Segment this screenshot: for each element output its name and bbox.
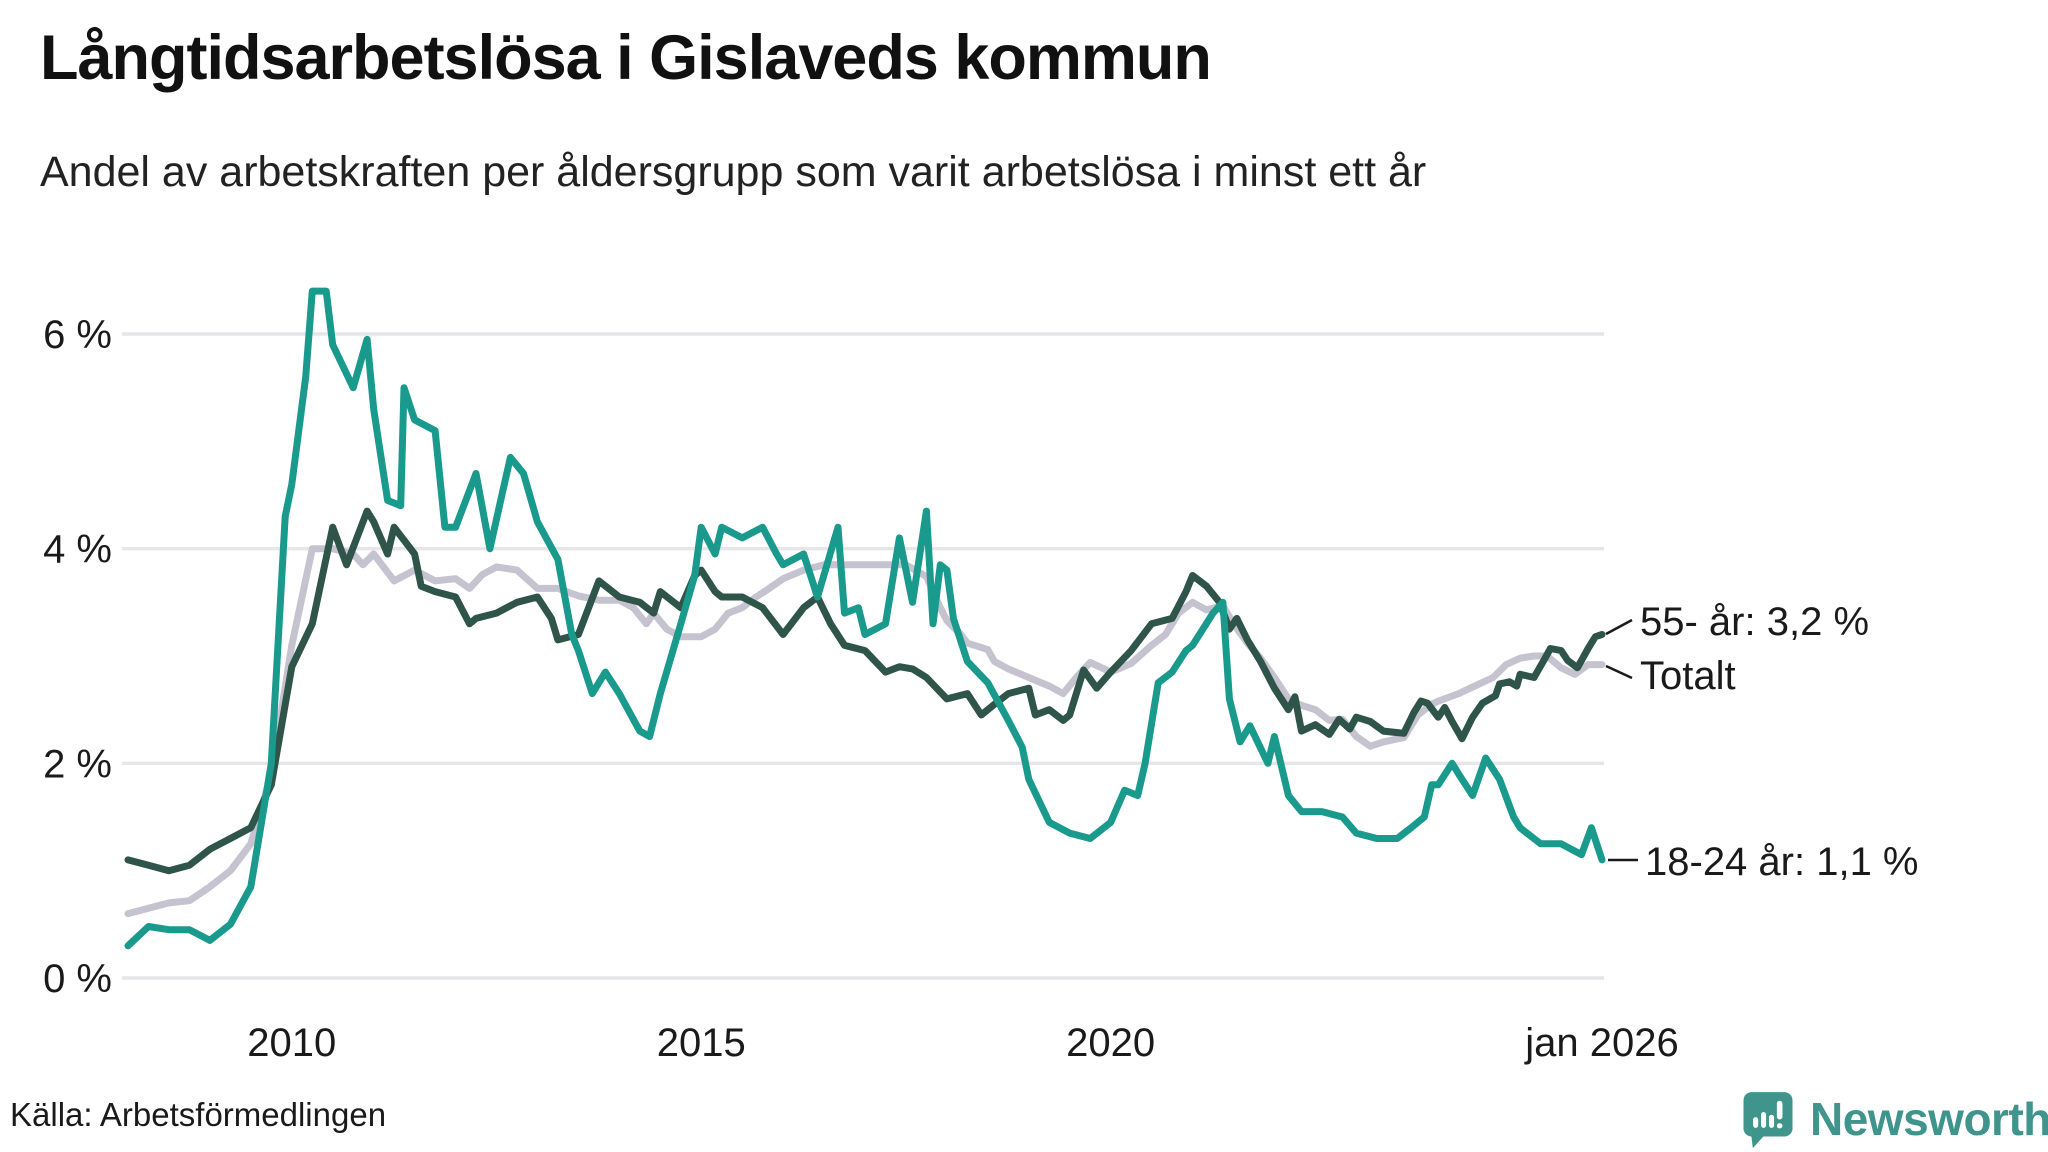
y-tick-label: 6 % xyxy=(43,313,112,357)
page-title: Långtidsarbetslösa i Gislaveds kommun xyxy=(40,23,1212,93)
x-tick-label: 2020 xyxy=(1066,1021,1155,1065)
newsworthy-logo: Newsworthy xyxy=(1740,1088,2048,1150)
annotation-55-label: 55- år: 3,2 % xyxy=(1640,600,1870,644)
y-tick-label: 4 % xyxy=(43,528,112,572)
annotation-total-label: Totalt xyxy=(1640,654,1736,698)
x-tick-label: jan 2026 xyxy=(1524,1021,1678,1065)
newsworthy-wordmark: Newsworthy xyxy=(1810,1093,2048,1145)
newsworthy-bubble-chart-icon xyxy=(1743,1092,1793,1149)
annotation-connector-0 xyxy=(1605,618,1633,636)
annotation-18-24-label: 18-24 år: 1,1 % xyxy=(1645,840,1919,884)
page-subtitle: Andel av arbetskraften per åldersgrupp s… xyxy=(40,148,1427,196)
x-tick-label: 2010 xyxy=(247,1021,336,1065)
x-tick-label: 2015 xyxy=(657,1021,746,1065)
annotation-connector-1 xyxy=(1605,664,1633,680)
y-tick-label: 0 % xyxy=(43,957,112,1001)
series-line-55-r xyxy=(124,507,1606,875)
y-tick-label: 2 % xyxy=(43,742,112,786)
source-note: Källa: Arbetsförmedlingen xyxy=(10,1096,387,1133)
series-line-18-24-r xyxy=(124,287,1606,950)
